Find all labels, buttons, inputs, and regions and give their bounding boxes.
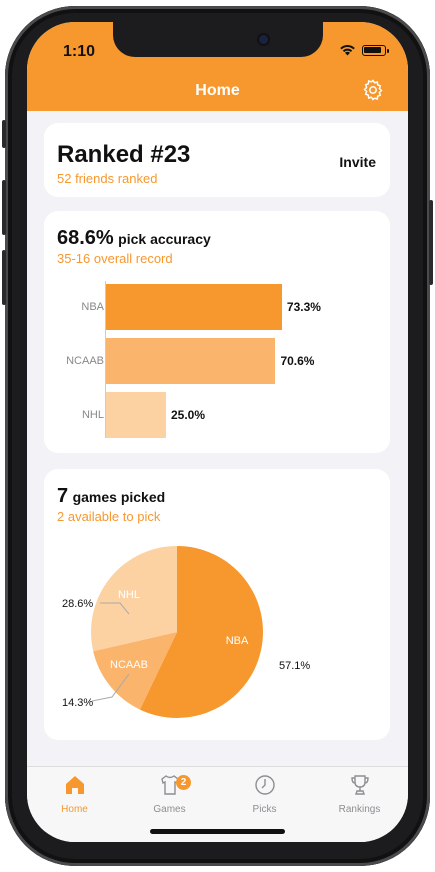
bar-nba [106,284,282,330]
tab-home[interactable]: Home [27,773,122,815]
accuracy-card: 68.6% pick accuracy 35-16 overall record… [44,211,390,453]
pie-value-nhl: 28.6% [62,598,93,610]
screen: 1:10 Home Ranked #23 52 friends ranked I… [27,22,408,842]
volume-up-button [2,180,6,235]
page-title: Home [195,82,240,99]
tab-rankings-label: Rankings [338,804,381,815]
bar-value-ncaab: 70.6% [280,354,315,368]
tab-rankings[interactable]: Rankings [312,773,407,815]
pie-value-nba: 57.1% [279,660,310,672]
trophy-icon [350,775,369,795]
games-label: games picked [72,489,166,505]
games-subtitle: 2 available to pick [57,509,161,524]
nav-bar: 1:10 Home [27,22,408,111]
clock-icon [254,775,275,795]
ranking-card[interactable]: Ranked #23 52 friends ranked Invite [44,123,390,197]
status-icons [339,44,389,56]
bar-nhl [106,392,166,438]
status-time: 1:10 [63,43,96,60]
power-button [429,200,433,285]
tab-picks-label: Picks [252,804,277,815]
tab-games-label: Games [153,804,186,815]
gear-icon[interactable] [361,78,385,102]
camera-icon [259,35,268,44]
pie-slice-nhl [91,546,177,652]
wifi-icon [340,45,355,56]
pie-label-ncaab: NCAAB [110,659,148,671]
house-icon [65,776,84,794]
mute-switch [2,120,6,148]
jersey-icon [160,775,179,795]
invite-button[interactable]: Invite [339,154,376,170]
ranking-title: Ranked #23 [57,141,191,168]
ranking-subtitle: 52 friends ranked [57,171,158,186]
pie-leader-nhl [100,602,130,615]
games-badge: 2 [176,775,191,790]
pie-slice-ncaab [93,632,177,710]
bar-axis [105,281,106,438]
tab-games[interactable]: 2 Games [122,773,217,815]
accuracy-headline: 68.6% pick accuracy [57,227,211,250]
accuracy-value: 68.6% [57,227,114,249]
accuracy-subtitle: 35-16 overall record [57,251,173,266]
bar-value-nba: 73.3% [286,300,321,314]
games-pie-chart: NBA 57.1% NCAAB 14.3% NHL 28.6% [62,546,310,718]
bar-ncaab [106,338,276,384]
home-indicator[interactable] [150,829,285,834]
pie-slice-nba [139,546,263,718]
tab-home-label: Home [61,804,88,815]
accuracy-label: pick accuracy [118,231,211,247]
bar-value-nhl: 25.0% [171,408,206,422]
games-headline: 7 games picked [57,485,165,508]
battery-icon [362,44,389,56]
bar-label-ncaab: NCAAB [66,355,104,367]
notch [113,22,323,57]
pie-value-ncaab: 14.3% [62,697,93,709]
bar-label-nba: NBA [81,301,104,313]
pie-label-nba: NBA [226,635,249,647]
bar-label-nhl: NHL [81,409,104,421]
pie-label-nhl: NHL [118,589,140,601]
volume-down-button [2,250,6,305]
games-count: 7 [57,485,69,507]
pie-leader-ncaab [91,673,130,702]
tab-picks[interactable]: Picks [217,773,312,815]
games-card: 7 games picked 2 available to pick NBA 57… [44,469,390,740]
